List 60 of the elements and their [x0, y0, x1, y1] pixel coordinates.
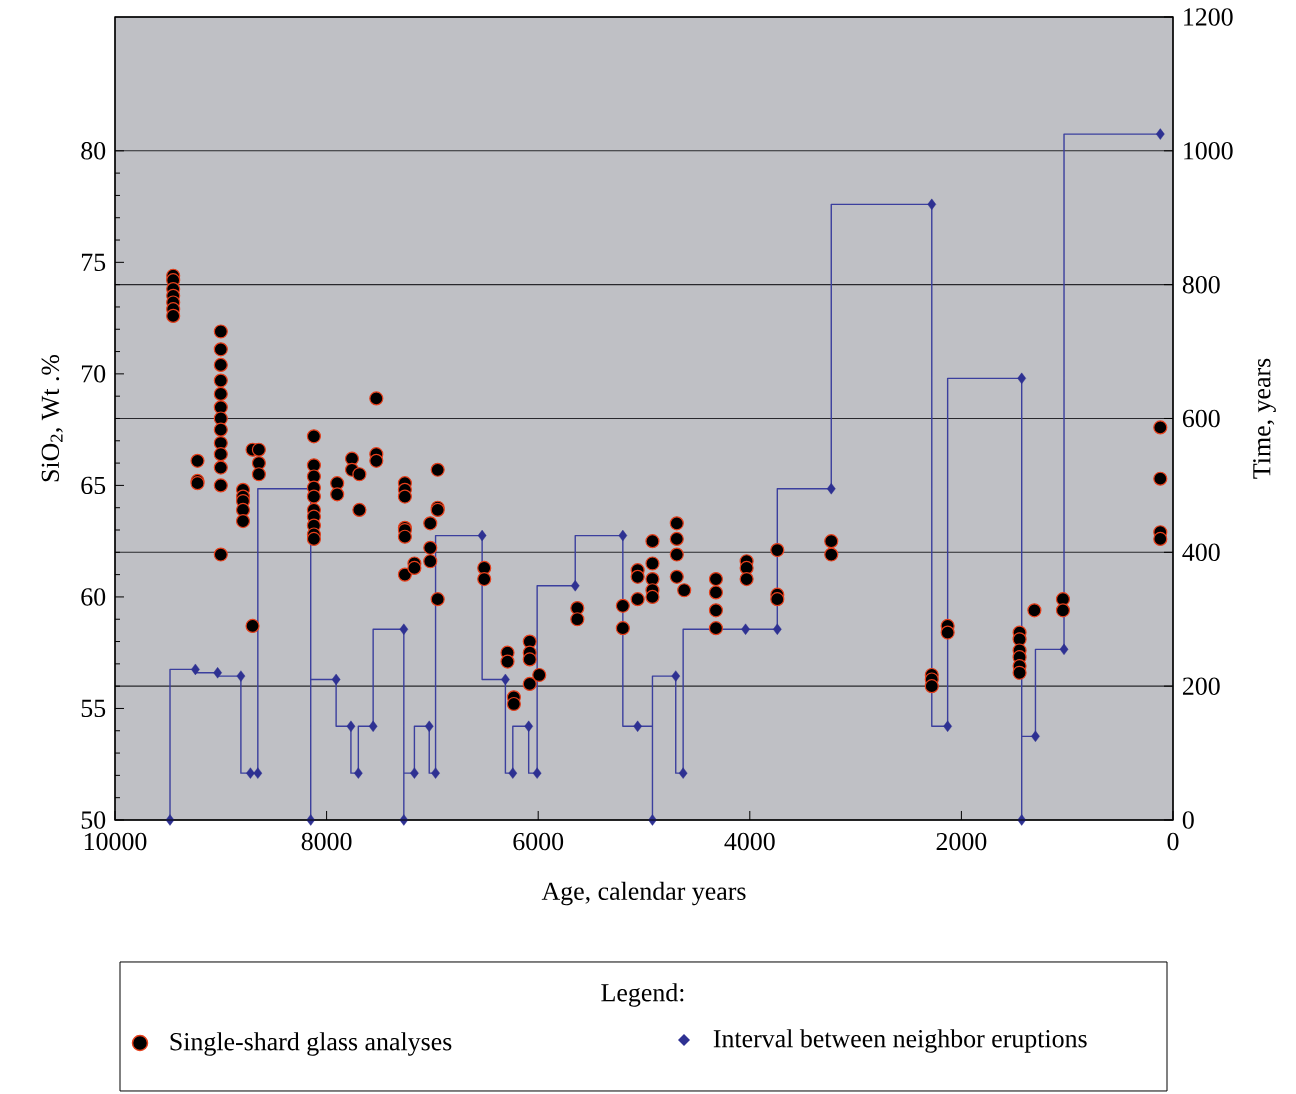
y2-tick-label: 200: [1182, 677, 1220, 695]
y-tick-label: 65: [81, 476, 106, 495]
point: [927, 198, 937, 211]
point: [618, 529, 628, 542]
point: [399, 814, 409, 826]
point: [306, 814, 316, 826]
point: [532, 767, 542, 779]
y2-tick-label: 600: [1182, 409, 1220, 428]
point: [570, 580, 580, 592]
y2-tick-label: 1000: [1184, 142, 1233, 160]
y-tick-label: 55: [81, 699, 106, 718]
x-tick-label: 8000: [301, 832, 352, 851]
x-tick-label: 4000: [724, 832, 775, 851]
y2-axis-title: Time, years: [1253, 358, 1276, 479]
point: [524, 720, 533, 732]
legend-label: Single-shard glass analyses: [170, 1032, 452, 1056]
point: [253, 767, 263, 779]
point: [346, 720, 356, 732]
point: [399, 623, 409, 635]
y2-tick-label: 800: [1182, 275, 1220, 294]
point: [508, 767, 518, 779]
point: [236, 670, 246, 682]
point: [477, 529, 487, 542]
y-tick-label: 50: [81, 811, 106, 829]
point: [741, 623, 750, 635]
x-tick-label: 0: [1167, 832, 1179, 851]
point: [213, 667, 222, 679]
y2-tick-label: 0: [1182, 811, 1194, 829]
point: [368, 720, 378, 732]
point: [943, 720, 952, 732]
y-tick-label: 70: [81, 365, 106, 383]
x-tick-label: 6000: [513, 832, 564, 851]
y-tick-label: 60: [81, 588, 106, 606]
legend-label: Interval between neighbor eruptions: [713, 1029, 1087, 1053]
y2-tick-label: 400: [1182, 543, 1220, 562]
point: [1155, 128, 1165, 140]
point: [1017, 372, 1027, 385]
y-axis-title: SiO$_{2}$, Wt .%: [41, 354, 63, 482]
point: [354, 767, 363, 779]
point: [1017, 814, 1027, 826]
point: [165, 814, 175, 826]
point: [331, 673, 341, 686]
point: [671, 670, 681, 682]
x-axis-title: Age, calendar years: [541, 881, 746, 906]
point: [424, 720, 434, 732]
y-tick-label: 80: [81, 142, 106, 160]
point: [826, 483, 836, 495]
point: [678, 767, 688, 779]
point: [1059, 643, 1069, 656]
x-tick-label: 10000: [84, 832, 147, 851]
x-tick-label: 2000: [936, 832, 987, 851]
y-tick-label: 75: [81, 253, 106, 271]
point: [648, 814, 657, 826]
point: [773, 623, 782, 635]
point: [633, 720, 642, 732]
legend-title: Legend:: [601, 983, 684, 1007]
y2-tick-label: 1200: [1184, 8, 1233, 26]
point: [410, 767, 419, 779]
point: [246, 767, 255, 779]
point: [431, 767, 440, 779]
